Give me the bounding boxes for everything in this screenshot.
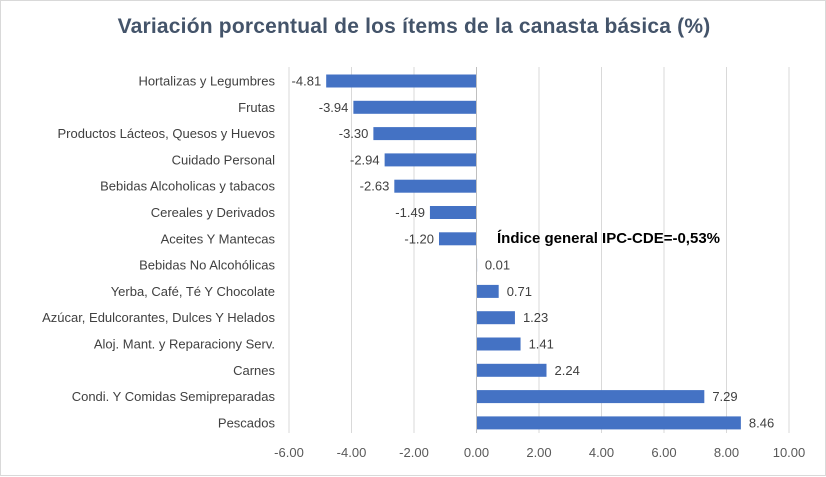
value-label: 7.29 xyxy=(712,389,737,404)
category-label: Condi. Y Comidas Semipreparadas xyxy=(72,389,276,404)
x-tick-label: 4.00 xyxy=(589,445,614,460)
value-label: -3.94 xyxy=(319,100,349,115)
bar xyxy=(439,232,477,246)
x-tick-label: -2.00 xyxy=(399,445,429,460)
bar xyxy=(476,416,741,430)
bar xyxy=(394,179,477,193)
category-label: Azúcar, Edulcorantes, Dulces Y Helados xyxy=(42,310,275,325)
bar xyxy=(476,311,515,325)
value-label: 2.24 xyxy=(555,363,580,378)
category-label: Carnes xyxy=(233,363,275,378)
x-tick-label: 10.00 xyxy=(773,445,806,460)
bar xyxy=(373,127,477,141)
x-tick-label: 8.00 xyxy=(714,445,739,460)
category-label: Pescados xyxy=(218,415,276,430)
value-label: 8.46 xyxy=(749,415,774,430)
bar xyxy=(476,390,705,404)
value-label: -2.63 xyxy=(360,179,390,194)
value-label: 0.01 xyxy=(485,258,510,273)
category-label: Cereales y Derivados xyxy=(151,205,276,220)
bar xyxy=(476,284,499,298)
category-label: Productos Lácteos, Quesos y Huevos xyxy=(57,126,275,141)
category-label: Aceites Y Mantecas xyxy=(161,231,276,246)
value-label: 1.41 xyxy=(529,337,554,352)
value-label: 1.23 xyxy=(523,310,548,325)
x-tick-label: 2.00 xyxy=(526,445,551,460)
x-tick-label: -6.00 xyxy=(274,445,304,460)
category-label: Cuidado Personal xyxy=(172,152,275,167)
x-tick-label: 0.00 xyxy=(464,445,489,460)
bar xyxy=(476,337,521,351)
category-label: Bebidas Alcoholicas y tabacos xyxy=(100,179,275,194)
x-tick-label: 6.00 xyxy=(651,445,676,460)
category-label: Frutas xyxy=(238,100,275,115)
category-label: Aloj. Mant. y Reparaciony Serv. xyxy=(94,337,275,352)
value-label: -4.81 xyxy=(292,74,322,89)
value-label: -3.30 xyxy=(339,126,369,141)
bar xyxy=(353,100,477,114)
annotation: Índice general IPC-CDE=-0,53% xyxy=(497,230,720,247)
value-label: -1.20 xyxy=(404,231,434,246)
value-label: -2.94 xyxy=(350,152,380,167)
chart-title: Variación porcentual de los ítems de la … xyxy=(117,15,711,38)
value-label: 0.71 xyxy=(507,284,532,299)
value-label: -1.49 xyxy=(395,205,425,220)
category-label: Bebidas No Alcohólicas xyxy=(139,258,275,273)
bar xyxy=(476,363,547,377)
category-label: Yerba, Café, Té Y Chocolate xyxy=(111,284,275,299)
bar xyxy=(326,74,477,88)
bar xyxy=(429,206,477,219)
x-tick-label: -4.00 xyxy=(337,445,367,460)
bar xyxy=(384,153,477,167)
category-label: Hortalizas y Legumbres xyxy=(138,74,275,89)
